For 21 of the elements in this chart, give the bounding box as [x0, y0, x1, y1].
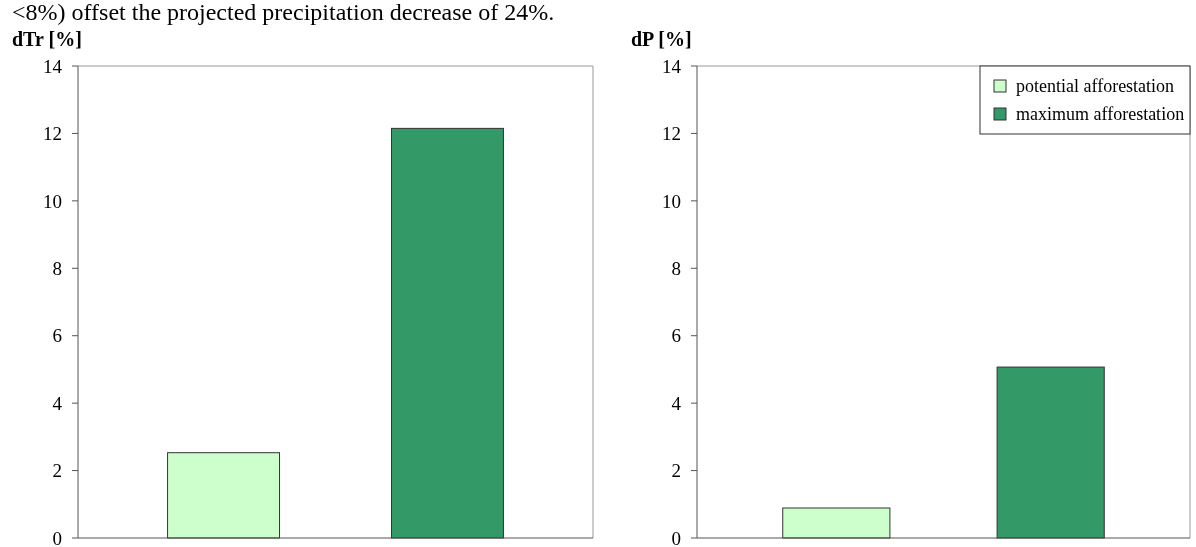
y-tick-label: 2	[671, 460, 681, 482]
y-tick-label: 0	[52, 527, 62, 547]
y-tick-label: 10	[43, 190, 62, 212]
y-axis-title: dP [%]	[631, 28, 692, 50]
text: <8%) offset the projected precipitation decrease of 24%.	[12, 0, 555, 25]
y-tick-label: 12	[662, 123, 681, 145]
y-tick-label: 8	[52, 257, 62, 279]
y-tick-label: 0	[671, 527, 681, 547]
y-axis-title: dTr [%]	[12, 28, 82, 50]
y-tick-label: 12	[43, 123, 62, 145]
y-tick-label: 2	[52, 460, 62, 482]
y-tick-label: 8	[671, 257, 681, 279]
y-tick-label: 6	[671, 325, 681, 347]
y-tick-label: 4	[52, 392, 63, 414]
y-tick-label: 14	[662, 55, 682, 77]
legend-label: potential afforestation	[1016, 76, 1175, 97]
legend-label: maximum afforestation	[1016, 104, 1185, 125]
y-tick-label: 14	[43, 55, 63, 77]
y-tick-label: 10	[662, 190, 681, 212]
y-tick-label: 6	[52, 325, 62, 347]
y-tick-label: 4	[671, 392, 682, 414]
